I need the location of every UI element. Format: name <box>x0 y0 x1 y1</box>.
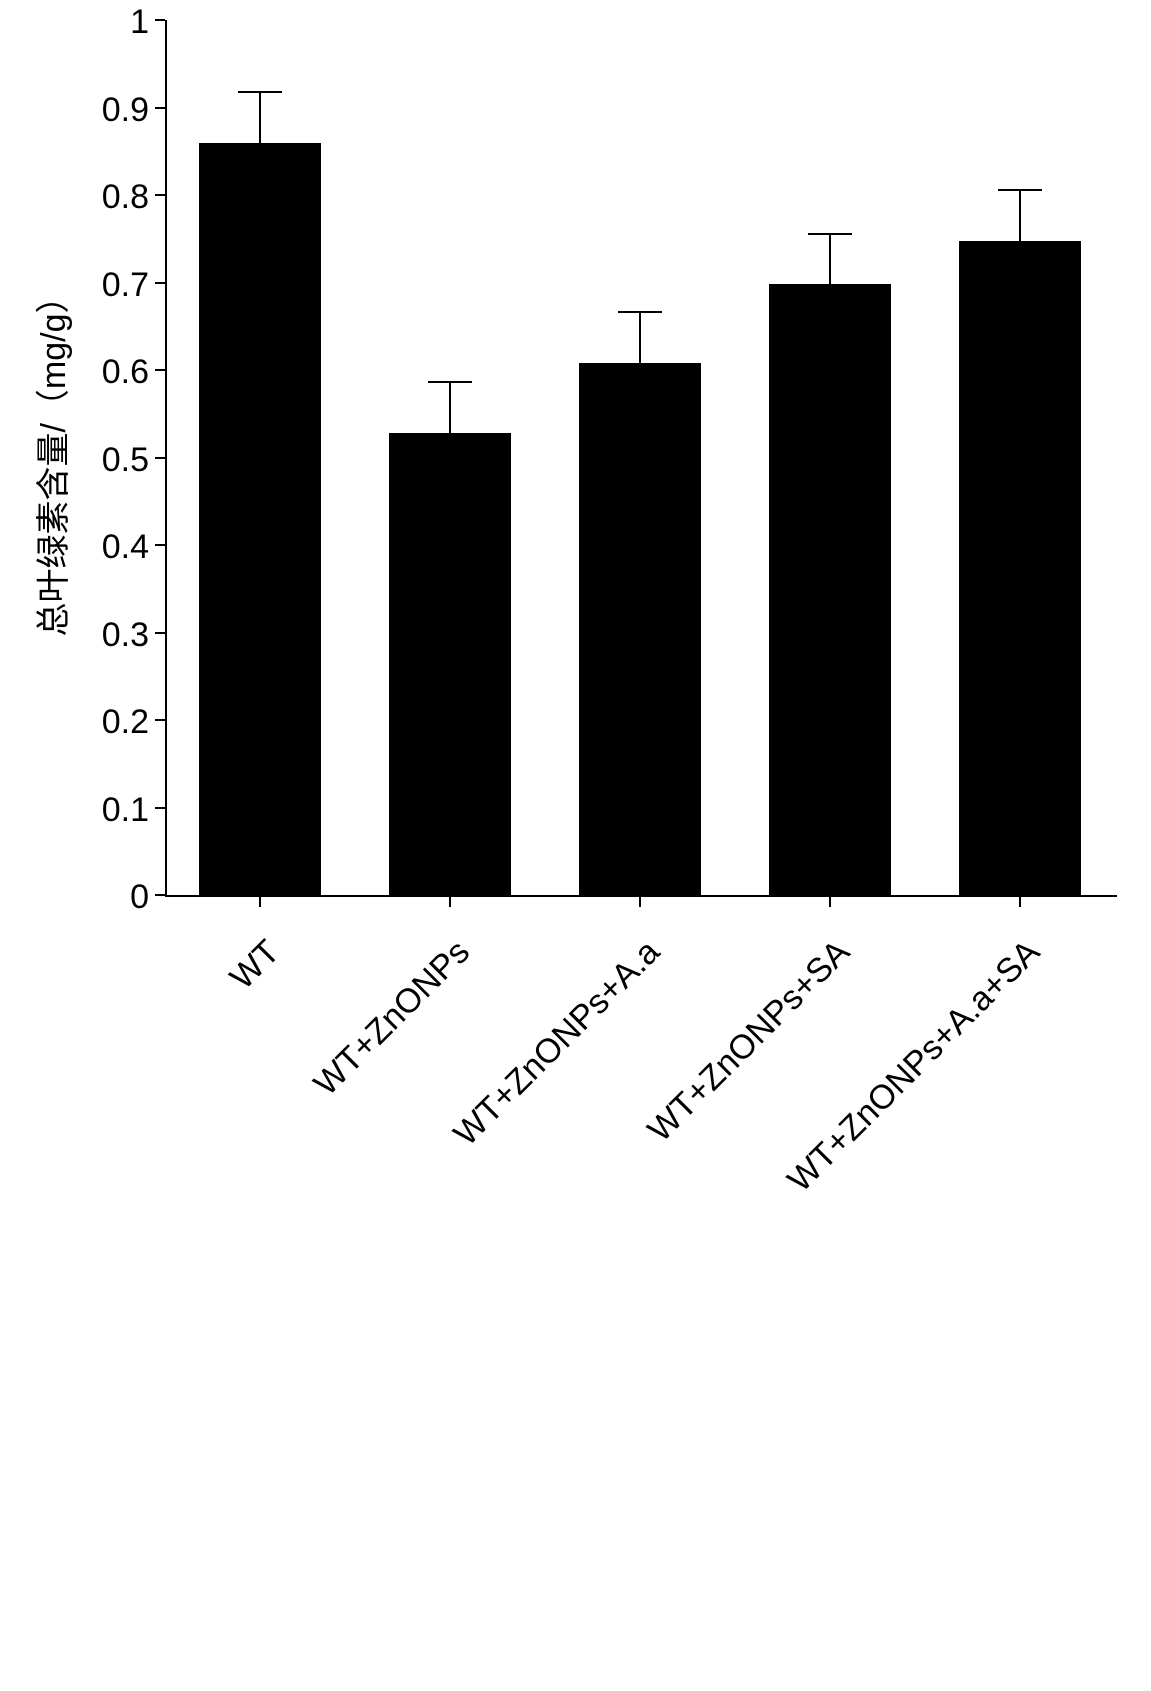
y-tick-label: 0.7 <box>102 266 149 305</box>
x-tick-mark <box>829 897 831 907</box>
x-tick-label: WT <box>66 933 287 1154</box>
y-axis-label: 总叶绿素含量/（mg/g） <box>26 258 60 658</box>
y-tick-mark <box>155 19 165 21</box>
y-tick-label: 0.6 <box>102 353 149 392</box>
error-bar-stem <box>829 234 831 285</box>
x-tick-label: WT+ZnONPs <box>122 933 478 1289</box>
error-bar-cap <box>618 311 662 313</box>
error-bar-stem <box>639 312 641 363</box>
error-bar-cap <box>998 189 1042 191</box>
x-tick-label: WT+ZnONPs+A.a+SA <box>289 933 1048 1691</box>
y-tick-mark <box>155 457 165 459</box>
x-tick-mark <box>1019 897 1021 907</box>
bar <box>769 284 891 895</box>
y-tick-label: 0.4 <box>102 528 149 567</box>
y-tick-mark <box>155 894 165 896</box>
y-tick-mark <box>155 194 165 196</box>
y-tick-mark <box>155 807 165 809</box>
bar <box>579 363 701 895</box>
chlorophyll-bar-chart: 00.10.20.30.40.50.60.70.80.91WTWT+ZnONPs… <box>0 0 1151 1182</box>
y-tick-mark <box>155 107 165 109</box>
y-tick-label: 0.8 <box>102 178 149 217</box>
error-bar-stem <box>449 382 451 433</box>
x-tick-mark <box>639 897 641 907</box>
x-tick-mark <box>259 897 261 907</box>
y-tick-label: 0.5 <box>102 441 149 480</box>
y-tick-mark <box>155 719 165 721</box>
y-tick-mark <box>155 369 165 371</box>
y-tick-label: 1 <box>130 3 149 42</box>
y-tick-mark <box>155 632 165 634</box>
y-tick-label: 0.9 <box>102 91 149 130</box>
x-axis-line <box>165 895 1117 897</box>
error-bar-cap <box>238 91 282 93</box>
error-bar-stem <box>1019 190 1021 241</box>
y-tick-mark <box>155 544 165 546</box>
bar <box>199 143 321 896</box>
y-tick-label: 0.3 <box>102 616 149 655</box>
y-tick-label: 0.2 <box>102 703 149 742</box>
y-tick-label: 0 <box>130 878 149 917</box>
error-bar-cap <box>808 233 852 235</box>
bar <box>959 241 1081 896</box>
error-bar-stem <box>259 92 261 143</box>
error-bar-cap <box>428 381 472 383</box>
y-axis-line <box>165 20 167 895</box>
y-tick-mark <box>155 282 165 284</box>
bar <box>389 433 511 895</box>
x-tick-mark <box>449 897 451 907</box>
y-tick-label: 0.1 <box>102 791 149 830</box>
